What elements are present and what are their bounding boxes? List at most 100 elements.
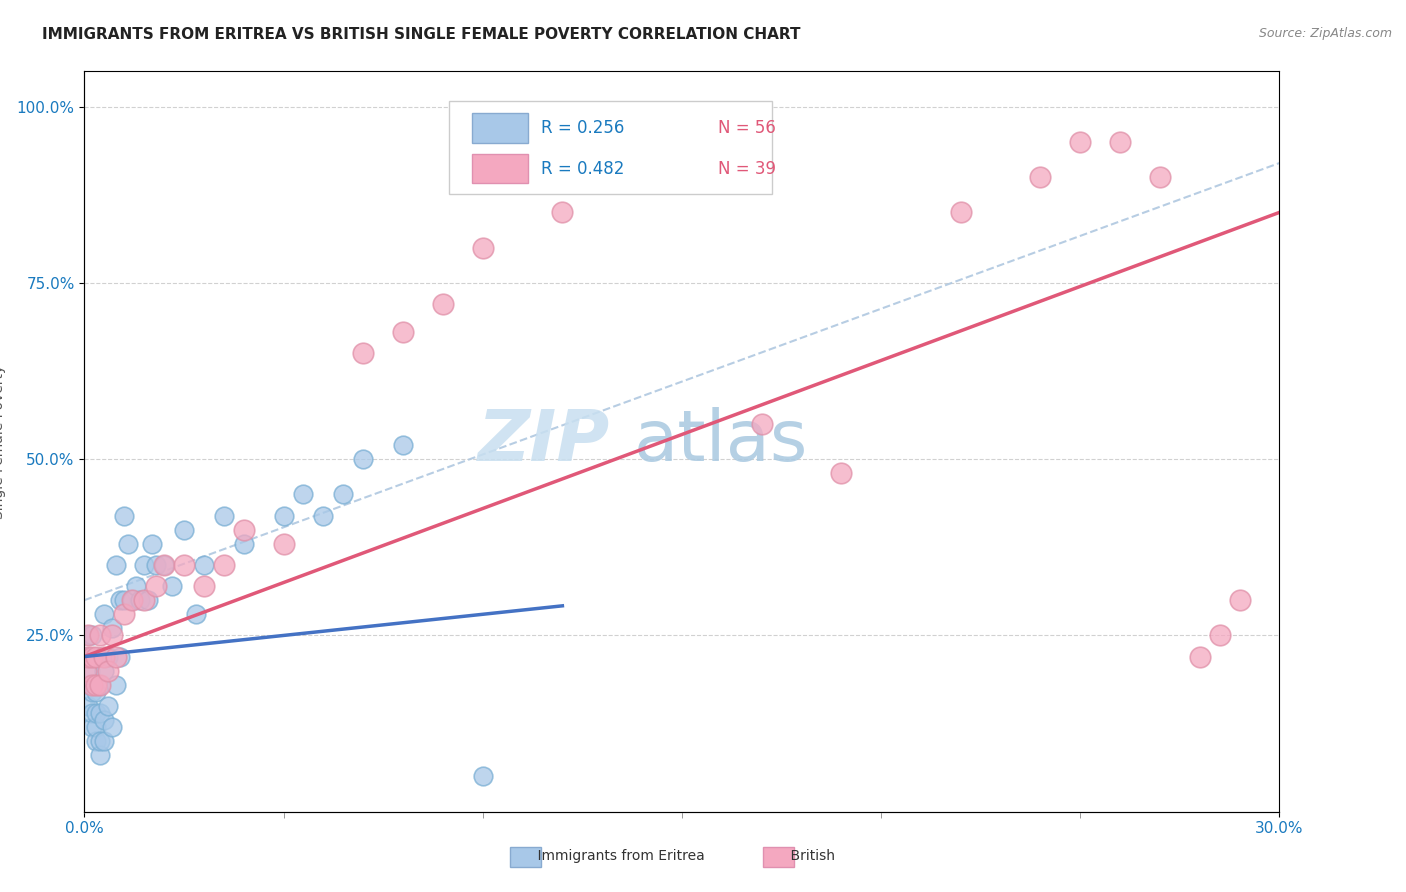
Point bbox=[132, 593, 156, 607]
Point bbox=[89, 678, 111, 692]
Point bbox=[212, 558, 235, 572]
FancyBboxPatch shape bbox=[449, 101, 772, 194]
Point bbox=[132, 558, 156, 572]
Point bbox=[93, 649, 115, 664]
Point bbox=[145, 558, 167, 572]
Text: Immigrants from Eritrea: Immigrants from Eritrea bbox=[520, 849, 704, 863]
Text: N = 39: N = 39 bbox=[718, 160, 776, 178]
Point bbox=[173, 523, 195, 537]
Point bbox=[112, 508, 135, 523]
Point bbox=[77, 678, 100, 692]
Point bbox=[93, 713, 115, 727]
Point bbox=[352, 452, 374, 467]
Point bbox=[1029, 170, 1052, 185]
Point bbox=[292, 487, 315, 501]
Text: Source: ZipAtlas.com: Source: ZipAtlas.com bbox=[1258, 27, 1392, 40]
Point bbox=[77, 649, 100, 664]
Point bbox=[77, 628, 100, 642]
Point bbox=[82, 720, 104, 734]
Point bbox=[110, 593, 132, 607]
Point bbox=[101, 720, 124, 734]
Point bbox=[89, 734, 111, 748]
Point bbox=[89, 748, 111, 763]
Point bbox=[97, 664, 120, 678]
Point bbox=[77, 649, 100, 664]
Point bbox=[1109, 135, 1132, 149]
Text: British: British bbox=[773, 849, 835, 863]
Point bbox=[273, 537, 295, 551]
Point bbox=[949, 205, 972, 219]
Point bbox=[193, 579, 215, 593]
Point bbox=[136, 593, 159, 607]
Point bbox=[77, 698, 100, 713]
Point bbox=[86, 649, 108, 664]
Point bbox=[75, 664, 97, 678]
Point bbox=[392, 325, 415, 339]
Text: ZIP: ZIP bbox=[478, 407, 610, 476]
Point bbox=[1229, 593, 1251, 607]
Point bbox=[432, 297, 454, 311]
Point bbox=[112, 607, 135, 622]
Text: R = 0.256: R = 0.256 bbox=[541, 120, 624, 137]
Point bbox=[105, 678, 128, 692]
Point bbox=[93, 734, 115, 748]
Point bbox=[232, 523, 254, 537]
Point bbox=[193, 558, 215, 572]
Point bbox=[129, 593, 152, 607]
Point bbox=[110, 649, 132, 664]
Point bbox=[631, 170, 654, 185]
Point bbox=[1209, 628, 1232, 642]
Point bbox=[173, 558, 195, 572]
Point bbox=[86, 706, 108, 720]
Point bbox=[82, 706, 104, 720]
Point bbox=[117, 537, 139, 551]
Point bbox=[121, 593, 143, 607]
Point bbox=[93, 607, 115, 622]
Point bbox=[232, 537, 254, 551]
Text: atlas: atlas bbox=[634, 407, 808, 476]
Point bbox=[77, 628, 100, 642]
Point bbox=[112, 593, 135, 607]
Text: R = 0.482: R = 0.482 bbox=[541, 160, 624, 178]
Point bbox=[86, 720, 108, 734]
Point bbox=[82, 649, 104, 664]
Point bbox=[105, 649, 128, 664]
Point bbox=[471, 769, 494, 783]
Point bbox=[352, 346, 374, 360]
Point bbox=[97, 698, 120, 713]
Bar bbox=[510, 847, 541, 867]
Point bbox=[105, 558, 128, 572]
Point bbox=[551, 205, 574, 219]
Point bbox=[1069, 135, 1091, 149]
Bar bbox=[763, 847, 794, 867]
Point bbox=[153, 558, 176, 572]
Point bbox=[471, 241, 494, 255]
Point bbox=[86, 685, 108, 699]
Point bbox=[141, 537, 163, 551]
Point bbox=[82, 628, 104, 642]
Point bbox=[82, 649, 104, 664]
Point bbox=[125, 579, 148, 593]
Point bbox=[1188, 649, 1211, 664]
Point bbox=[1149, 170, 1171, 185]
Point bbox=[89, 628, 111, 642]
Y-axis label: Single Female Poverty: Single Female Poverty bbox=[0, 365, 6, 518]
Point bbox=[101, 628, 124, 642]
Point bbox=[332, 487, 354, 501]
Point bbox=[392, 438, 415, 452]
Point bbox=[121, 593, 143, 607]
Point bbox=[86, 678, 108, 692]
Point bbox=[79, 664, 101, 678]
Point bbox=[273, 508, 295, 523]
Point bbox=[751, 417, 773, 431]
Point bbox=[93, 664, 115, 678]
Point bbox=[312, 508, 335, 523]
Text: IMMIGRANTS FROM ERITREA VS BRITISH SINGLE FEMALE POVERTY CORRELATION CHART: IMMIGRANTS FROM ERITREA VS BRITISH SINGL… bbox=[42, 27, 800, 42]
Point bbox=[89, 678, 111, 692]
Point bbox=[75, 649, 97, 664]
Point bbox=[82, 678, 104, 692]
Point bbox=[89, 706, 111, 720]
Point bbox=[86, 734, 108, 748]
Point bbox=[101, 621, 124, 635]
Point bbox=[160, 579, 183, 593]
